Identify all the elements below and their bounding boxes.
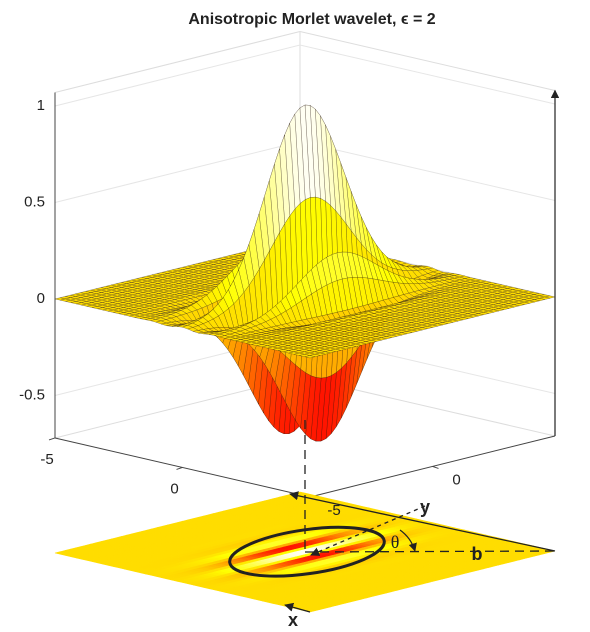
grid-line [54,44,556,107]
axes-box [48,31,560,500]
y-tick [432,465,439,469]
annotation: θ [391,532,400,552]
surface [54,104,556,442]
y-tick-label: 0 [452,471,460,488]
box-edge [299,31,556,91]
x-tick [48,437,56,441]
x-tick-label: -5 [40,451,53,468]
z-tick-label: 1 [37,97,45,114]
z-tick-label: 0 [37,290,45,307]
floor-map [54,491,556,613]
z-tick-label: -0.5 [19,386,45,403]
axis-line [54,437,311,498]
axis-line [309,435,556,498]
x-tick [176,466,183,470]
annotation: y [420,497,430,517]
annotation: b [472,544,483,564]
z-tick-label: 0.5 [24,193,45,210]
x-tick-label: 0 [170,480,178,497]
chart-title: Anisotropic Morlet wavelet, ϵ = 2 [188,11,435,28]
box-edge [54,31,301,93]
annotation: x [288,610,298,630]
